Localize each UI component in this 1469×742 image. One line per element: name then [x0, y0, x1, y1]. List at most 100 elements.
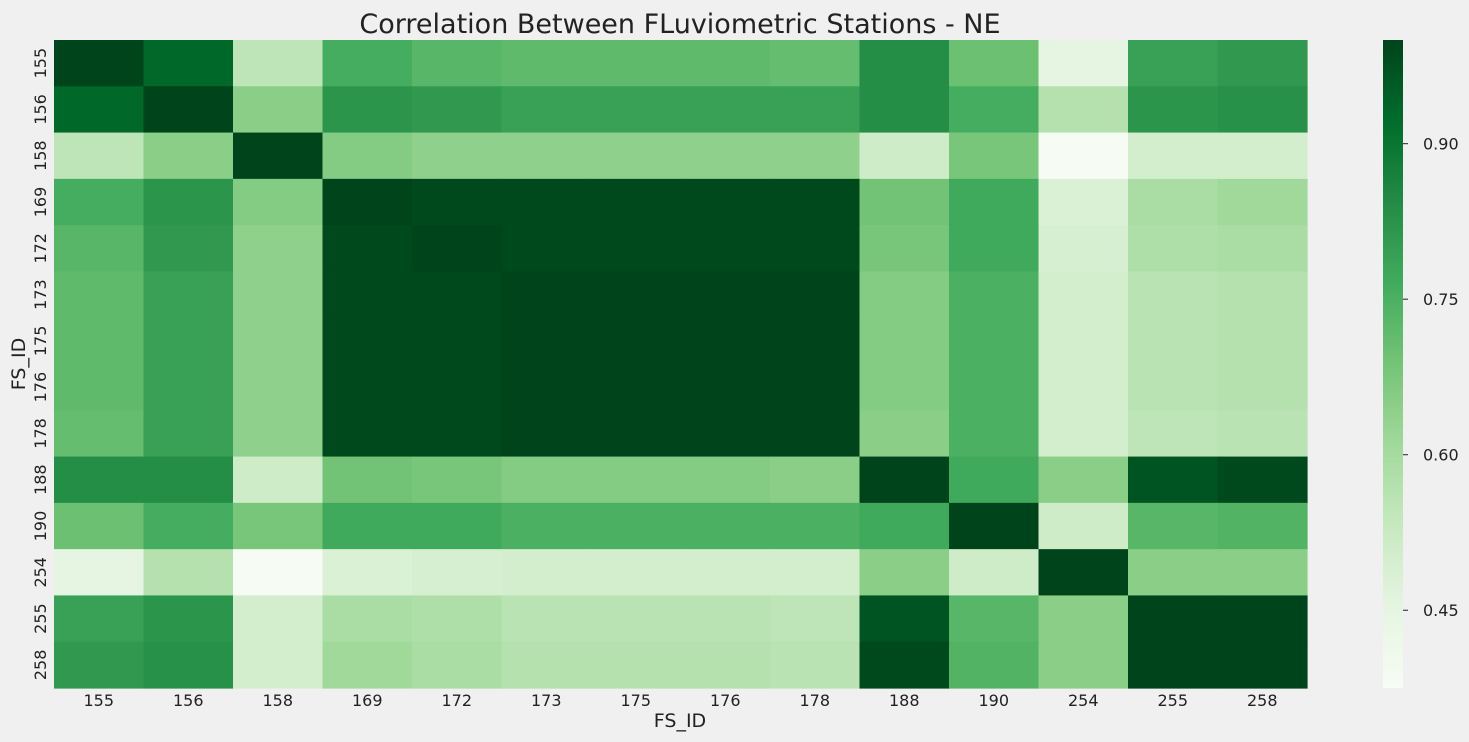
colorbar-tick-label: 0.60 — [1423, 446, 1459, 465]
heatmap-cell-176-155 — [54, 364, 145, 411]
heatmap-cell-258-188 — [859, 641, 950, 689]
heatmap-cell-188-255 — [1128, 456, 1219, 504]
heatmap-cell-169-172 — [412, 178, 503, 226]
heatmap-cell-178-172 — [412, 410, 503, 458]
heatmap-cell-155-169 — [322, 40, 413, 87]
heatmap-cell-190-188 — [859, 502, 950, 550]
heatmap-cell-188-188 — [859, 456, 950, 504]
heatmap-cell-155-255 — [1128, 40, 1219, 87]
heatmap-cells — [54, 40, 1308, 689]
heatmap-cell-176-158 — [233, 364, 324, 411]
x-tick-label: 254 — [1068, 691, 1099, 710]
heatmap-cell-155-188 — [859, 40, 950, 87]
heatmap-cell-172-258 — [1217, 225, 1308, 273]
heatmap-cell-255-258 — [1217, 595, 1308, 643]
heatmap-cell-169-169 — [322, 178, 413, 226]
x-tick-label: 155 — [83, 691, 114, 710]
heatmap-cell-254-254 — [1038, 549, 1129, 597]
heatmap-cell-178-258 — [1217, 410, 1308, 458]
heatmap-cell-175-188 — [859, 317, 950, 365]
heatmap-cell-254-155 — [54, 549, 145, 597]
heatmap-cell-169-156 — [143, 178, 234, 226]
heatmap-cell-156-156 — [143, 86, 234, 134]
heatmap-cell-158-173 — [501, 132, 592, 180]
y-tick-label: 178 — [31, 418, 50, 449]
heatmap-cell-188-155 — [54, 456, 145, 504]
heatmap-cell-190-172 — [412, 502, 503, 550]
heatmap-cell-158-172 — [412, 132, 503, 180]
heatmap-cell-175-158 — [233, 317, 324, 365]
heatmap-cell-188-172 — [412, 456, 503, 504]
heatmap-cell-254-190 — [949, 549, 1040, 597]
heatmap-cell-254-176 — [680, 549, 771, 597]
heatmap-cell-173-173 — [501, 271, 592, 319]
heatmap-cell-175-178 — [770, 317, 861, 365]
heatmap-cell-176-169 — [322, 364, 413, 411]
y-axis-ticks: 155 156 158 169 172 173 175 176 178 188 190 254 255 2… — [31, 48, 50, 680]
heatmap-cell-169-255 — [1128, 178, 1219, 226]
heatmap-cell-190-176 — [680, 502, 771, 550]
heatmap-cell-158-176 — [680, 132, 771, 180]
heatmap-cell-178-176 — [680, 410, 771, 458]
heatmap-cell-258-172 — [412, 641, 503, 689]
heatmap-cell-190-155 — [54, 502, 145, 550]
heatmap-cell-176-255 — [1128, 364, 1219, 411]
heatmap-cell-254-178 — [770, 549, 861, 597]
heatmap-cell-178-190 — [949, 410, 1040, 458]
heatmap-cell-255-188 — [859, 595, 950, 643]
heatmap-cell-172-254 — [1038, 225, 1129, 273]
heatmap-cell-156-178 — [770, 86, 861, 134]
heatmap-cell-155-178 — [770, 40, 861, 87]
heatmap-cell-176-156 — [143, 364, 234, 411]
heatmap-cell-158-255 — [1128, 132, 1219, 180]
y-tick-label: 254 — [31, 557, 50, 588]
heatmap-cell-169-254 — [1038, 178, 1129, 226]
x-axis-label: FS_ID — [654, 710, 706, 732]
heatmap-cell-175-173 — [501, 317, 592, 365]
heatmap-cell-175-258 — [1217, 317, 1308, 365]
x-tick-label: 172 — [441, 691, 472, 710]
heatmap-cell-156-176 — [680, 86, 771, 134]
heatmap-cell-178-254 — [1038, 410, 1129, 458]
heatmap-cell-255-190 — [949, 595, 1040, 643]
heatmap-cell-176-254 — [1038, 364, 1129, 411]
heatmap-cell-158-178 — [770, 132, 861, 180]
heatmap-cell-155-254 — [1038, 40, 1129, 87]
y-tick-label: 188 — [31, 464, 50, 495]
heatmap-cell-173-155 — [54, 271, 145, 319]
heatmap-cell-188-190 — [949, 456, 1040, 504]
heatmap-cell-255-155 — [54, 595, 145, 643]
heatmap-cell-173-188 — [859, 271, 950, 319]
colorbar-tick-label: 0.90 — [1423, 135, 1459, 154]
x-axis-ticks: 155 156 158 169 172 173 175 176 178 188 190 254 255 2… — [83, 691, 1277, 710]
heatmap-cell-156-254 — [1038, 86, 1129, 134]
heatmap-cell-258-175 — [591, 641, 682, 689]
heatmap-cell-155-258 — [1217, 40, 1308, 87]
heatmap-cell-178-178 — [770, 410, 861, 458]
heatmap-cell-156-158 — [233, 86, 324, 134]
heatmap-cell-190-258 — [1217, 502, 1308, 550]
heatmap-cell-155-172 — [412, 40, 503, 87]
heatmap-cell-188-176 — [680, 456, 771, 504]
heatmap-cell-176-172 — [412, 364, 503, 411]
heatmap-cell-155-175 — [591, 40, 682, 87]
heatmap-cell-156-258 — [1217, 86, 1308, 134]
heatmap-cell-176-190 — [949, 364, 1040, 411]
y-axis-label: FS_ID — [8, 338, 30, 390]
heatmap-cell-172-172 — [412, 225, 503, 273]
heatmap-cell-255-254 — [1038, 595, 1129, 643]
heatmap-cell-254-255 — [1128, 549, 1219, 597]
heatmap-cell-173-178 — [770, 271, 861, 319]
x-tick-label: 169 — [352, 691, 383, 710]
heatmap-cell-190-169 — [322, 502, 413, 550]
heatmap-cell-255-175 — [591, 595, 682, 643]
heatmap-cell-188-169 — [322, 456, 413, 504]
heatmap-cell-156-172 — [412, 86, 503, 134]
heatmap-cell-255-158 — [233, 595, 324, 643]
x-tick-label: 176 — [710, 691, 741, 710]
heatmap-cell-156-255 — [1128, 86, 1219, 134]
heatmap-cell-178-175 — [591, 410, 682, 458]
heatmap-cell-178-188 — [859, 410, 950, 458]
heatmap-cell-169-175 — [591, 178, 682, 226]
